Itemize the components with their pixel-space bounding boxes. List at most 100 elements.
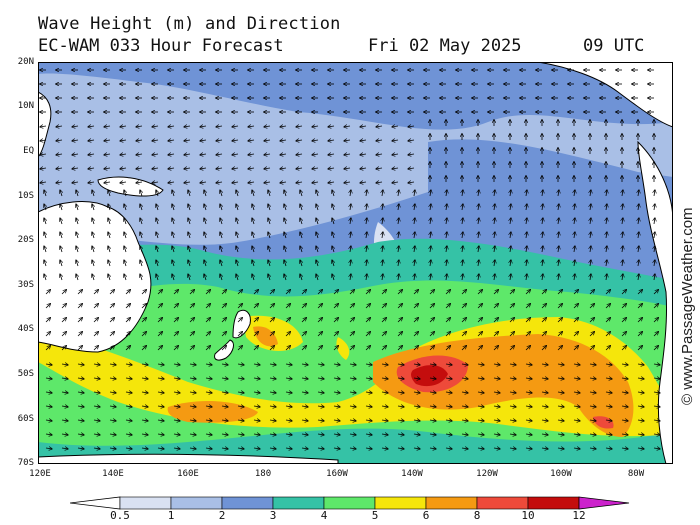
- direction-arrow: [574, 218, 575, 225]
- direction-arrow: [236, 246, 238, 253]
- direction-arrow: [109, 318, 114, 323]
- direction-arrow: [525, 434, 532, 435]
- direction-arrow: [232, 168, 239, 169]
- direction-arrow: [296, 168, 303, 169]
- direction-arrow: [429, 304, 434, 309]
- direction-arrow: [237, 346, 242, 351]
- direction-arrow: [397, 318, 402, 323]
- direction-arrow: [268, 218, 270, 225]
- direction-arrow: [61, 304, 66, 309]
- direction-arrow: [125, 434, 132, 435]
- direction-arrow: [93, 378, 100, 379]
- direction-arrow: [637, 392, 644, 393]
- direction-arrow: [494, 204, 495, 211]
- direction-arrow: [382, 190, 383, 197]
- direction-arrow: [573, 332, 578, 337]
- direction-arrow: [269, 392, 276, 393]
- direction-arrow: [156, 204, 158, 211]
- direction-arrow: [188, 232, 190, 239]
- direction-arrow: [189, 392, 196, 393]
- direction-arrow: [557, 406, 564, 407]
- direction-arrow: [510, 218, 511, 225]
- direction-arrow: [77, 378, 84, 379]
- direction-arrow: [574, 246, 575, 253]
- direction-arrow: [605, 290, 610, 295]
- direction-arrow: [44, 218, 46, 225]
- direction-arrow: [300, 190, 302, 197]
- direction-arrow: [542, 260, 543, 267]
- direction-arrow: [268, 232, 270, 239]
- direction-arrow: [541, 392, 548, 393]
- direction-arrow: [622, 246, 623, 253]
- direction-arrow: [541, 420, 548, 421]
- direction-arrow: [589, 332, 594, 337]
- direction-arrow: [653, 434, 660, 435]
- direction-arrow: [125, 304, 130, 309]
- direction-arrow: [381, 448, 388, 449]
- direction-arrow: [124, 260, 126, 267]
- direction-arrow: [589, 420, 596, 421]
- wave-direction-arrows: [40, 70, 660, 449]
- direction-arrow: [284, 246, 286, 253]
- direction-arrow: [558, 204, 559, 211]
- direction-arrow: [398, 218, 399, 225]
- direction-arrow: [541, 318, 546, 323]
- direction-arrow: [248, 126, 255, 127]
- direction-arrow: [381, 318, 386, 323]
- direction-arrow: [365, 448, 372, 449]
- direction-arrow: [445, 364, 452, 365]
- direction-arrow: [45, 346, 50, 351]
- direction-arrow: [430, 232, 431, 239]
- direction-arrow: [76, 190, 78, 197]
- direction-arrow: [445, 392, 452, 393]
- direction-arrow: [408, 154, 415, 155]
- direction-arrow: [381, 378, 388, 379]
- direction-arrow: [525, 448, 532, 449]
- direction-arrow: [542, 190, 543, 197]
- direction-arrow: [350, 260, 351, 267]
- direction-arrow: [653, 304, 658, 309]
- direction-arrow: [236, 204, 238, 211]
- direction-arrow: [268, 246, 270, 253]
- direction-arrow: [253, 346, 258, 351]
- direction-arrow: [622, 218, 623, 225]
- colorbar-label: 12: [572, 509, 586, 522]
- direction-arrow: [382, 232, 383, 239]
- direction-arrow: [493, 434, 500, 435]
- direction-arrow: [40, 154, 47, 155]
- direction-arrow: [93, 290, 98, 295]
- direction-arrow: [446, 218, 447, 225]
- direction-arrow: [446, 260, 447, 267]
- direction-arrow: [398, 190, 399, 197]
- direction-arrow: [40, 126, 47, 127]
- direction-arrow: [189, 420, 196, 421]
- direction-arrow: [573, 406, 580, 407]
- direction-arrow: [494, 260, 495, 267]
- direction-arrow: [56, 182, 63, 183]
- direction-arrow: [221, 434, 228, 435]
- direction-arrow: [109, 332, 114, 337]
- direction-arrow: [605, 406, 612, 407]
- colorbar-segment: [323, 496, 376, 510]
- direction-arrow: [236, 232, 238, 239]
- direction-arrow: [93, 364, 100, 365]
- direction-arrow: [140, 218, 142, 225]
- direction-arrow: [430, 274, 431, 281]
- direction-arrow: [253, 304, 258, 309]
- direction-arrow: [140, 190, 142, 197]
- direction-arrow: [60, 246, 62, 253]
- lon-label: 160W: [326, 469, 348, 479]
- direction-arrow: [542, 274, 543, 281]
- direction-arrow: [109, 434, 116, 435]
- direction-arrow: [509, 392, 516, 393]
- chart-title: Wave Height (m) and Direction: [38, 14, 341, 34]
- direction-arrow: [605, 420, 612, 421]
- lat-label: 40S: [17, 324, 34, 334]
- direction-arrow: [252, 204, 254, 211]
- direction-arrow: [125, 420, 132, 421]
- colorbar-segment: [119, 496, 172, 510]
- direction-arrow: [253, 434, 260, 435]
- direction-arrow: [61, 406, 68, 407]
- direction-arrow: [253, 420, 260, 421]
- direction-arrow: [141, 304, 146, 309]
